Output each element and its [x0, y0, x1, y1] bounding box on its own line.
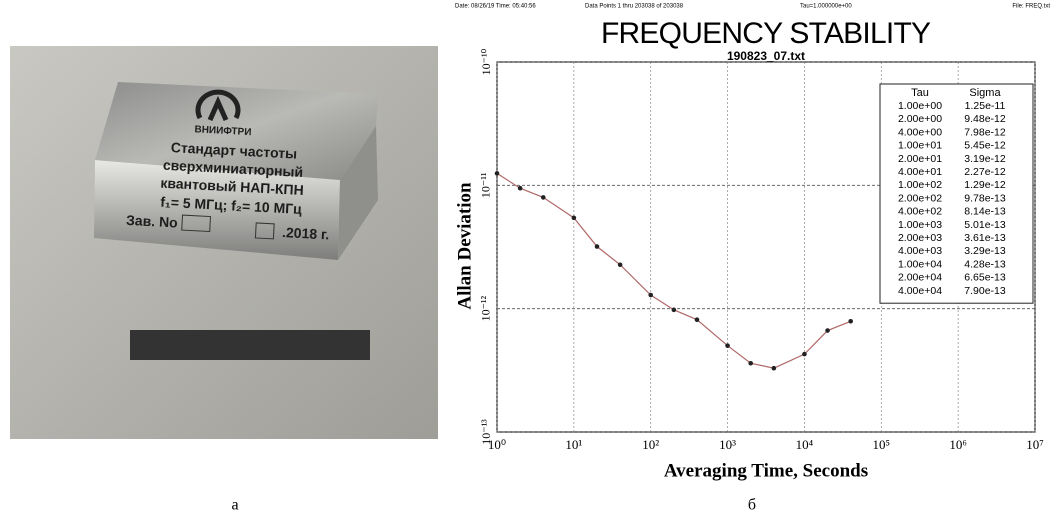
table-cell: 9.48e-12 [964, 113, 1006, 125]
data-point [825, 328, 830, 333]
x-tick-label: 10⁵ [873, 437, 891, 452]
data-point [494, 171, 500, 176]
device-side [338, 126, 378, 260]
table-cell: 4.00e+04 [898, 285, 942, 297]
data-point [594, 244, 600, 249]
header: File: FREQ.txt [1012, 4, 1050, 10]
table-cell: 7.90e-13 [964, 285, 1006, 297]
x-tick-label: 10¹ [565, 437, 582, 452]
device-side [94, 160, 340, 260]
photo-text: f₁= 5 МГц; f₂= 10 МГц [160, 194, 303, 217]
photo-logo: ВНИИФТРИ [194, 124, 251, 138]
table-cell: 4.00e+00 [898, 126, 942, 138]
data-point [802, 351, 807, 357]
data-point [748, 360, 754, 366]
table-cell: 1.00e+03 [898, 219, 942, 231]
photo-text: .2018 г. [282, 224, 330, 242]
table-cell: 1.00e+01 [898, 140, 942, 152]
y-tick-label: 10⁻¹³ [479, 419, 493, 445]
table-cell: 7.98e-12 [964, 126, 1006, 138]
chart-subtitle: 190823_07.txt [727, 49, 805, 63]
table-cell: 2.27e-12 [964, 166, 1006, 178]
photo-text: сверхминиатюрный [163, 157, 304, 180]
table-cell: 5.45e-12 [964, 140, 1006, 152]
photo-text: квантовый НАП-КПН [160, 175, 304, 198]
device-base [130, 330, 370, 360]
x-tick-label: 10³ [719, 437, 736, 452]
table-cell: 4.28e-13 [964, 258, 1006, 270]
data-point [517, 185, 523, 191]
table-cell: 4.00e+01 [898, 166, 942, 178]
table-cell: 9.78e-13 [964, 192, 1006, 204]
table-cell: 4.00e+02 [898, 206, 942, 218]
chart-title: FREQUENCY STABILITY [601, 17, 931, 50]
year-box [254, 222, 275, 240]
photo: ВНИИФТРИ Стандарт частоты сверхминиатюрн… [10, 46, 438, 439]
table-cell: 1.29e-12 [964, 179, 1006, 191]
table-cell: 3.61e-13 [964, 232, 1006, 244]
data-point [671, 307, 677, 313]
y-tick-label: 10⁻¹² [479, 296, 493, 322]
table-header: Sigma [969, 87, 1001, 99]
x-tick-label: 10⁶ [949, 437, 967, 452]
header: Data Points 1 thru 203038 of 203038 [585, 4, 684, 10]
data-point [571, 215, 577, 221]
photo-text: Зав. No [126, 212, 178, 231]
y-axis-label: Allan Deviation [454, 182, 475, 310]
x-axis-label: Averaging Time, Seconds [664, 460, 868, 481]
data-point [648, 292, 654, 298]
y-tick-label: 10⁻¹⁰ [479, 48, 493, 75]
table-cell: 6.65e-13 [964, 272, 1006, 284]
table-cell: 2.00e+02 [898, 192, 942, 204]
table-cell: 1.25e-11 [965, 100, 1006, 112]
x-tick-label: 10² [642, 437, 659, 452]
caption: б [748, 497, 756, 514]
table-cell: 3.29e-13 [964, 245, 1006, 257]
table-cell: 4.00e+03 [898, 245, 942, 257]
table-cell: 1.00e+00 [898, 100, 942, 112]
serial-box [181, 214, 212, 233]
header: Tau=1.000000e+00 [800, 4, 852, 10]
device-top [95, 82, 378, 180]
table-cell: 5.01e-13 [964, 219, 1006, 231]
table-frame [879, 83, 1034, 304]
table-cell: 3.19e-12 [964, 153, 1006, 165]
table-cell: 2.00e+03 [898, 232, 942, 244]
x-tick-label: 10⁷ [1026, 437, 1044, 452]
logo-icon [195, 89, 241, 122]
header: Date: 08/26/19 Time: 05:40:56 [455, 4, 536, 10]
table-cell: 1.00e+04 [898, 258, 942, 270]
data-point [694, 317, 700, 322]
data-point [848, 318, 854, 324]
table-cell: 8.14e-13 [964, 206, 1006, 218]
x-tick-label: 10⁴ [796, 437, 814, 452]
caption: а [231, 497, 238, 514]
table-cell: 2.00e+00 [898, 113, 942, 125]
photo-text: Стандарт частоты [170, 139, 297, 162]
table-cell: 2.00e+04 [898, 272, 942, 284]
data-point [725, 343, 730, 348]
table-cell: 1.00e+02 [898, 179, 942, 191]
data-point [771, 365, 777, 371]
data-point [617, 262, 623, 268]
y-tick-label: 10⁻¹¹ [479, 172, 493, 198]
x-tick-label: 10⁰ [488, 437, 506, 452]
table-cell: 2.00e+01 [898, 153, 942, 165]
data-point [540, 195, 546, 200]
table-header: Tau [911, 87, 929, 99]
